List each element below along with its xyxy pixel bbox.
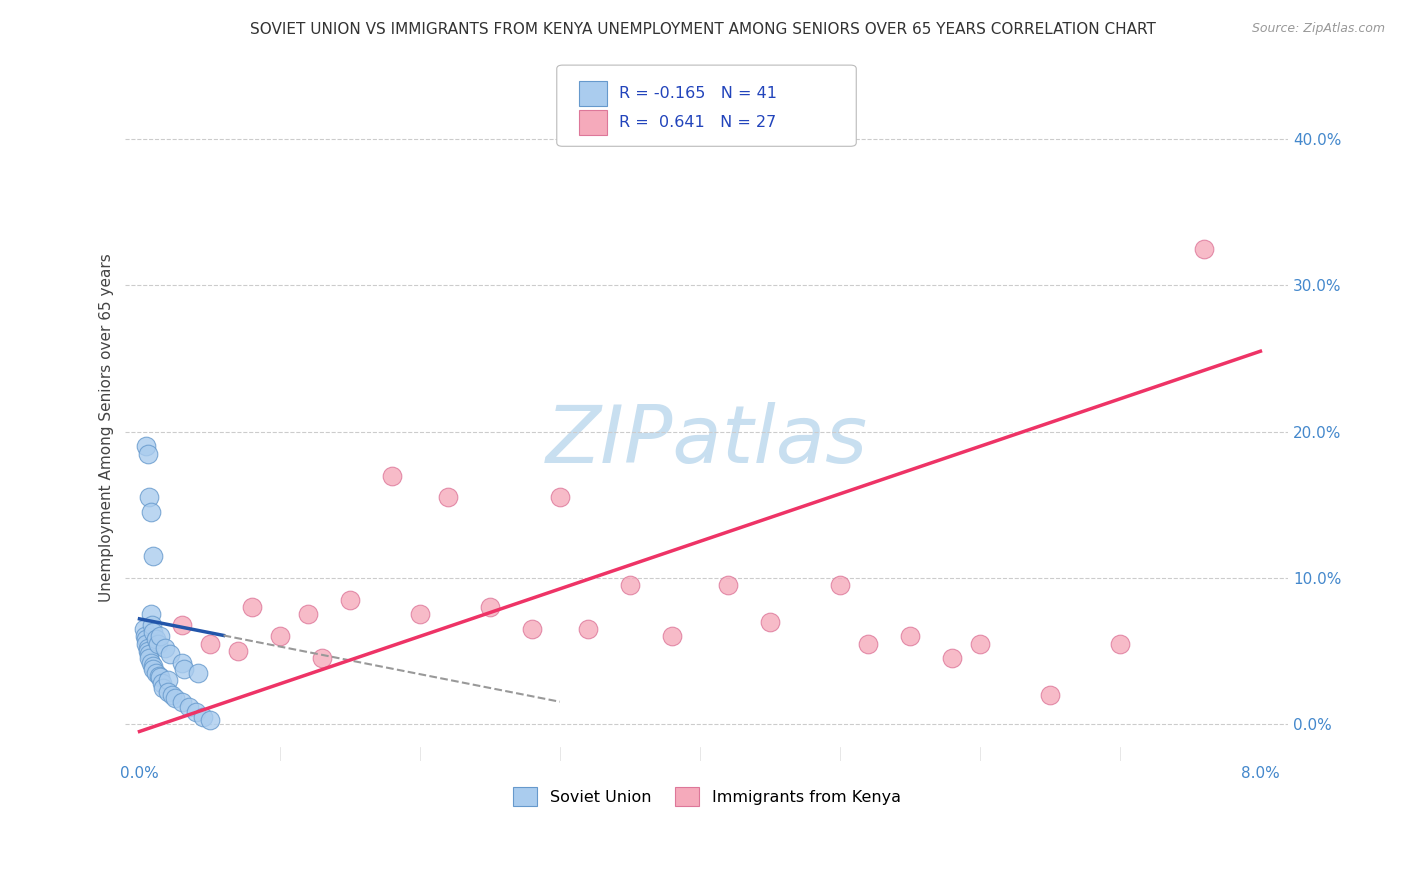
Text: Source: ZipAtlas.com: Source: ZipAtlas.com bbox=[1251, 22, 1385, 36]
Point bbox=[138, 491, 160, 505]
Point bbox=[177, 699, 200, 714]
Point bbox=[141, 617, 163, 632]
Point bbox=[269, 629, 291, 643]
Point bbox=[1109, 637, 1132, 651]
Point bbox=[184, 706, 207, 720]
Point bbox=[152, 681, 174, 695]
Point bbox=[153, 641, 176, 656]
Legend: Soviet Union, Immigrants from Kenya: Soviet Union, Immigrants from Kenya bbox=[506, 780, 907, 813]
Point bbox=[142, 662, 165, 676]
Point bbox=[548, 491, 571, 505]
Point bbox=[138, 651, 160, 665]
Point bbox=[135, 637, 157, 651]
Point bbox=[759, 615, 782, 629]
Point bbox=[136, 644, 159, 658]
Point bbox=[198, 713, 221, 727]
Point bbox=[149, 670, 172, 684]
Point bbox=[478, 600, 501, 615]
Point bbox=[941, 651, 963, 665]
Point bbox=[156, 673, 179, 688]
Point bbox=[969, 637, 991, 651]
Point bbox=[898, 629, 921, 643]
Point bbox=[436, 491, 458, 505]
Point bbox=[717, 578, 740, 592]
Point bbox=[163, 690, 186, 705]
Point bbox=[381, 468, 404, 483]
Point bbox=[311, 651, 333, 665]
Y-axis label: Unemployment Among Seniors over 65 years: Unemployment Among Seniors over 65 years bbox=[100, 253, 114, 602]
Point bbox=[145, 632, 167, 647]
Point bbox=[170, 695, 193, 709]
Point bbox=[1039, 688, 1062, 702]
Point bbox=[160, 688, 183, 702]
Point bbox=[191, 710, 214, 724]
Point bbox=[136, 447, 159, 461]
Point bbox=[142, 625, 165, 640]
Point bbox=[173, 662, 195, 676]
Point bbox=[138, 647, 160, 661]
Point bbox=[170, 617, 193, 632]
Point bbox=[187, 665, 209, 680]
Point bbox=[619, 578, 641, 592]
Point bbox=[576, 622, 599, 636]
Point bbox=[1194, 242, 1216, 256]
Point bbox=[139, 607, 162, 622]
Point bbox=[135, 632, 157, 647]
Point bbox=[856, 637, 879, 651]
Point bbox=[145, 665, 167, 680]
Point bbox=[297, 607, 319, 622]
Point bbox=[240, 600, 263, 615]
Point bbox=[132, 622, 155, 636]
Point bbox=[150, 676, 173, 690]
Text: R =  0.641   N = 27: R = 0.641 N = 27 bbox=[619, 115, 776, 129]
Point bbox=[139, 656, 162, 670]
Point bbox=[134, 629, 156, 643]
Point bbox=[226, 644, 249, 658]
Text: ZIPatlas: ZIPatlas bbox=[546, 402, 868, 480]
Point bbox=[146, 637, 169, 651]
Point bbox=[661, 629, 683, 643]
Point bbox=[159, 647, 181, 661]
Point bbox=[136, 641, 159, 656]
Point bbox=[149, 629, 172, 643]
Point bbox=[139, 505, 162, 519]
Point bbox=[156, 685, 179, 699]
Point bbox=[142, 549, 165, 563]
Point bbox=[339, 592, 361, 607]
Point bbox=[135, 439, 157, 453]
Point bbox=[170, 656, 193, 670]
Point bbox=[198, 637, 221, 651]
Point bbox=[828, 578, 851, 592]
Point bbox=[520, 622, 543, 636]
Point bbox=[142, 658, 165, 673]
Text: R = -0.165   N = 41: R = -0.165 N = 41 bbox=[619, 87, 776, 101]
Point bbox=[148, 669, 170, 683]
Text: SOVIET UNION VS IMMIGRANTS FROM KENYA UNEMPLOYMENT AMONG SENIORS OVER 65 YEARS C: SOVIET UNION VS IMMIGRANTS FROM KENYA UN… bbox=[250, 22, 1156, 37]
Point bbox=[409, 607, 432, 622]
